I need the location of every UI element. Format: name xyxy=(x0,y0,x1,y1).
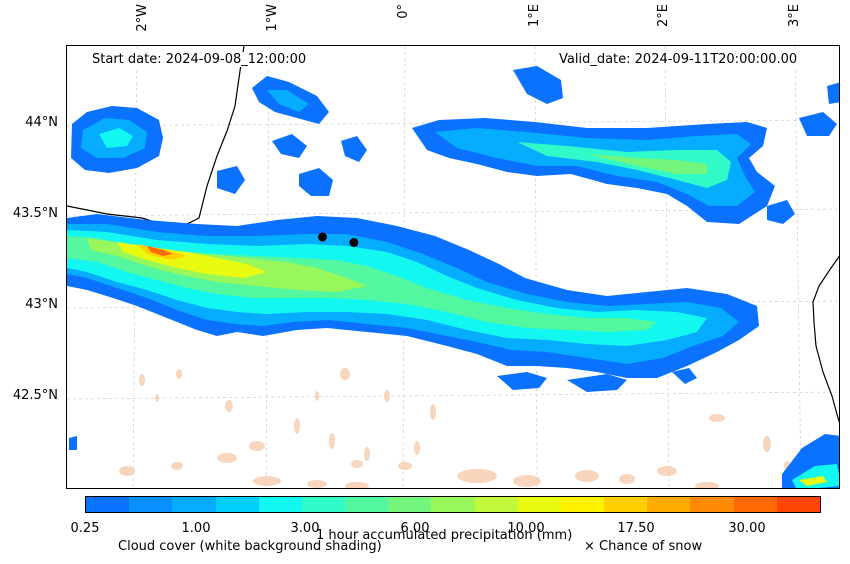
station-markers xyxy=(318,232,359,247)
map-canvas[interactable] xyxy=(67,46,840,489)
colorbar-cell xyxy=(345,497,389,512)
colorbar-tick-label: 0.25 xyxy=(70,521,100,536)
valid-date-label: Valid_date: 2024-09-11T20:00:00.00 xyxy=(554,52,803,67)
colorbar-label: 1 hour accumulated precipitation (mm) xyxy=(316,528,573,543)
colorbar-cell xyxy=(86,497,130,512)
coastlines xyxy=(67,46,839,423)
colorbar-cell xyxy=(647,497,691,512)
lon-tick-label: 3°E xyxy=(787,4,802,27)
colorbar-cell xyxy=(172,497,216,512)
colorbar-cell xyxy=(301,497,346,512)
lon-tick-label: 2°E xyxy=(656,4,671,27)
colorbar-cell xyxy=(388,497,432,512)
lon-tick-label: 1°E xyxy=(527,4,542,27)
colorbar-tick-label: 10.00 xyxy=(507,521,545,536)
colorbar-cell xyxy=(129,497,173,512)
colorbar-tick-label: 17.50 xyxy=(617,521,655,536)
lon-tick-label: 1°W xyxy=(265,4,280,32)
colorbar-cell xyxy=(560,497,605,512)
colorbar-cell xyxy=(517,497,561,512)
station-marker-1 xyxy=(318,232,327,242)
lat-tick-label: 43°N xyxy=(25,297,58,312)
station-marker-2 xyxy=(349,238,359,247)
colorbar-tick-label: 6.00 xyxy=(400,521,430,536)
lon-tick-label: 2°W xyxy=(135,4,150,32)
colorbar-cell xyxy=(690,497,734,512)
colorbar-cell xyxy=(604,497,648,512)
colorbar-cell xyxy=(776,497,820,512)
colorbar-cell xyxy=(431,497,475,512)
precip-contours xyxy=(67,66,839,488)
lat-tick-label: 44°N xyxy=(25,115,58,130)
lat-tick-label: 43.5°N xyxy=(12,206,58,221)
lat-tick-label: 42.5°N xyxy=(12,388,58,403)
snow-legend: × Chance of snow xyxy=(584,539,703,554)
start-date-label: Start date: 2024-09-08_12:00:00 xyxy=(87,52,312,67)
colorbar-tick-label: 3.00 xyxy=(290,521,320,536)
colorbar-cell xyxy=(474,497,518,512)
colorbar-cell xyxy=(215,497,259,512)
colorbar-cell xyxy=(733,497,777,512)
lon-tick-label: 0° xyxy=(396,4,411,19)
map-frame[interactable] xyxy=(66,45,840,489)
precip-colorbar xyxy=(85,496,821,513)
cloud-cover-legend: Cloud cover (white background shading) xyxy=(118,539,382,554)
colorbar-tick-label: 1.00 xyxy=(181,521,211,536)
colorbar-tick-label: 30.00 xyxy=(728,521,766,536)
light-precip-speckles xyxy=(119,368,790,488)
colorbar-cell xyxy=(258,497,302,512)
